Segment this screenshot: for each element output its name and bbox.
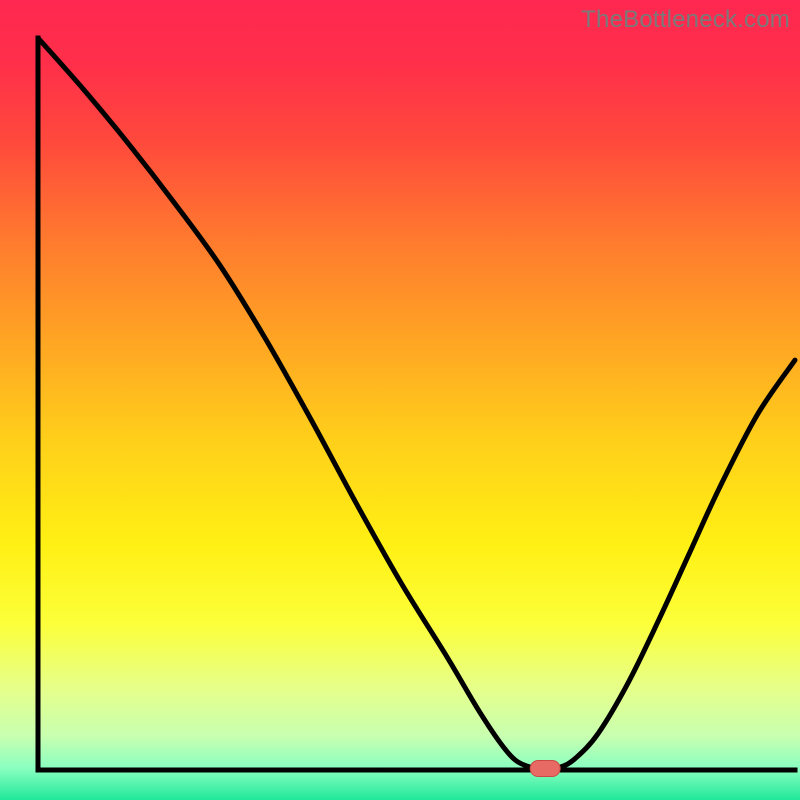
watermark-text: TheBottleneck.com [581,6,790,34]
bottleneck-curve [38,38,795,769]
chart-container: TheBottleneck.com [0,0,800,800]
chart-overlay [0,0,800,800]
optimum-marker [530,761,560,777]
